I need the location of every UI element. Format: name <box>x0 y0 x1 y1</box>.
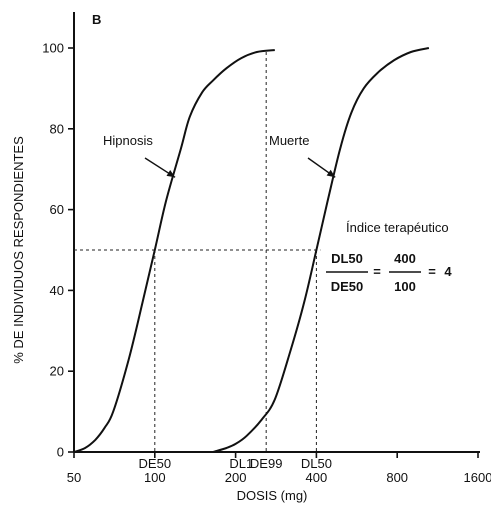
y-tick-label: 80 <box>50 121 64 136</box>
y-tick-label: 60 <box>50 202 64 217</box>
dose-label-dl50: DL50 <box>301 456 332 471</box>
series-line-hipnosis <box>73 49 275 453</box>
curve-label-muerte: Muerte <box>269 133 309 148</box>
series-layer <box>73 47 430 453</box>
ti-rhs-denominator: 100 <box>394 279 416 294</box>
y-tick-label: 20 <box>50 364 64 379</box>
curve-labels: Hipnosis Muerte <box>103 133 336 178</box>
ti-result: 4 <box>444 264 452 279</box>
x-axis-title: DOSIS (mg) <box>237 488 308 503</box>
y-tick-label: 0 <box>57 445 64 460</box>
ti-lhs-numerator: DL50 <box>331 251 363 266</box>
x-tick-label: 50 <box>67 470 81 485</box>
y-tick-label: 100 <box>42 41 64 56</box>
dose-label-dl1: DL1 <box>229 456 253 471</box>
therapeutic-index-title: Índice terapéutico <box>346 220 449 235</box>
y-axis-title: % DE INDIVIDUOS RESPONDIENTES <box>11 136 26 364</box>
x-tick-label: 1600 <box>464 470 491 485</box>
x-tick-label: 400 <box>306 470 328 485</box>
ti-equals-2: = <box>428 264 436 279</box>
ti-rhs-numerator: 400 <box>394 251 416 266</box>
y-tick-label: 40 <box>50 283 64 298</box>
y-axis-ticks: 0 20 40 60 80 100 <box>42 41 74 460</box>
series-line-muerte <box>212 47 430 453</box>
x-tick-label: 100 <box>144 470 166 485</box>
x-tick-label: 200 <box>225 470 247 485</box>
dose-label-de99: DE99 <box>250 456 283 471</box>
therapeutic-index-box: Índice terapéutico DL50 DE50 = 400 100 =… <box>326 220 452 294</box>
panel-label: B <box>92 12 101 27</box>
ti-equals-1: = <box>373 264 381 279</box>
x-tick-label: 800 <box>386 470 408 485</box>
curve-label-hipnosis: Hipnosis <box>103 133 153 148</box>
curve-label-arrowhead <box>326 169 336 178</box>
x-axis-ticks: 50 100 200 400 800 1600 <box>67 452 491 485</box>
curve-label-arrowhead <box>166 170 176 178</box>
reference-lines <box>74 52 321 452</box>
ti-lhs-denominator: DE50 <box>331 279 364 294</box>
dose-label-de50: DE50 <box>139 456 172 471</box>
